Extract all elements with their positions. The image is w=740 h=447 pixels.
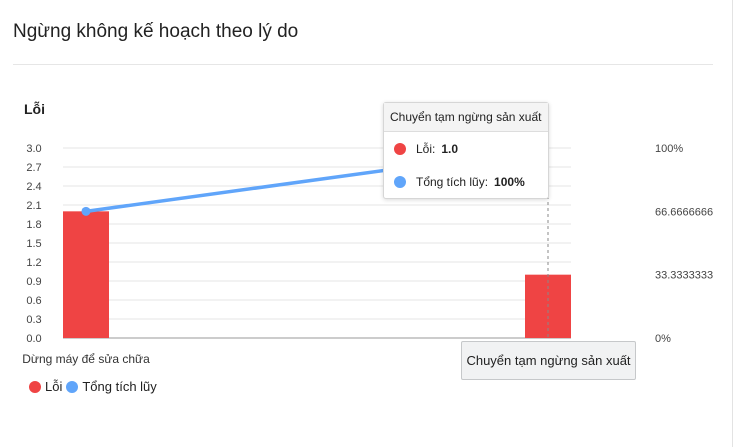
legend-swatch-tong xyxy=(66,380,79,393)
tooltip-row-tong: Tổng tích lũy: 100% xyxy=(384,165,548,198)
y-tick-label: 1.5 xyxy=(26,238,41,250)
x-axis-ticks: Dừng máy để sửa chữa xyxy=(22,352,150,366)
y-axis-ticks: 0.0 0.3 0.6 0.9 1.2 1.5 1.8 2.1 2.4 2.7 3.0 xyxy=(26,143,41,345)
card-title: Ngừng không kế hoạch theo lý do xyxy=(13,21,299,42)
title-divider xyxy=(13,64,713,65)
y2-axis-ticks: 0% 33.3333333 66.6666666 100% xyxy=(655,143,713,345)
tooltip-value-tong: 100% xyxy=(494,174,525,189)
tooltip-title: Chuyển tạm ngừng sản xuất xyxy=(384,103,548,132)
tooltip-label-loi: Lỗi: xyxy=(416,141,436,156)
y-tick-label: 0.3 xyxy=(26,314,41,326)
x-tick-label: Dừng máy để sửa chữa xyxy=(22,352,150,366)
y-tick-label: 2.7 xyxy=(26,162,41,174)
y-tick-label: 2.4 xyxy=(26,181,41,193)
tooltip-value-loi: 1.0 xyxy=(441,141,459,156)
y2-tick-label: 66.6666666 xyxy=(655,206,713,218)
bar xyxy=(63,211,109,338)
bar-series xyxy=(63,211,571,338)
y-tick-label: 1.8 xyxy=(26,219,41,231)
y2-tick-label: 0% xyxy=(655,333,671,345)
y-axis-title: Lỗi xyxy=(24,101,45,117)
legend: Lỗi Tổng tích lũy xyxy=(29,379,161,394)
chart-tooltip: Chuyển tạm ngừng sản xuất Lỗi: 1.0 Tổng … xyxy=(383,102,549,199)
legend-item-loi[interactable]: Lỗi xyxy=(29,379,62,394)
legend-item-tong[interactable]: Tổng tích lũy xyxy=(66,379,157,394)
x-axis-tooltip: Chuyển tạm ngừng sản xuất xyxy=(461,341,636,380)
y-tick-label: 0.9 xyxy=(26,276,41,288)
y-tick-label: 3.0 xyxy=(26,143,41,155)
y2-tick-label: 100% xyxy=(655,143,683,155)
y-tick-label: 1.2 xyxy=(26,257,41,269)
tooltip-swatch-loi xyxy=(394,142,406,155)
y-tick-label: 0.6 xyxy=(26,295,41,307)
tooltip-row-loi: Lỗi: 1.0 xyxy=(384,132,548,165)
tooltip-label-tong: Tổng tích lũy: xyxy=(416,174,489,189)
tooltip-swatch-tong xyxy=(394,175,406,188)
legend-label-tong: Tổng tích lũy xyxy=(82,379,157,394)
line-point xyxy=(81,206,91,216)
y2-tick-label: 33.3333333 xyxy=(655,270,713,282)
y-tick-label: 2.1 xyxy=(26,200,41,212)
legend-swatch-loi xyxy=(29,380,41,393)
legend-label-loi: Lỗi xyxy=(45,379,63,394)
y-tick-label: 0.0 xyxy=(26,333,41,345)
